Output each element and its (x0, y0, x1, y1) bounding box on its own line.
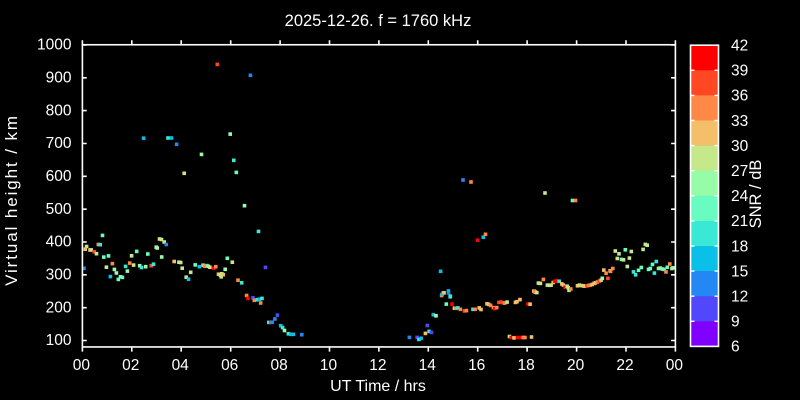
svg-text:12: 12 (731, 289, 748, 306)
svg-text:9: 9 (731, 314, 740, 331)
svg-text:20: 20 (567, 357, 585, 374)
svg-text:600: 600 (46, 168, 72, 185)
svg-text:700: 700 (46, 135, 72, 152)
svg-text:30: 30 (731, 138, 749, 155)
svg-text:100: 100 (46, 332, 72, 349)
svg-text:300: 300 (46, 267, 72, 284)
svg-text:42: 42 (731, 38, 748, 55)
svg-text:14: 14 (419, 357, 437, 374)
svg-text:27: 27 (731, 163, 748, 180)
svg-text:10: 10 (320, 357, 338, 374)
svg-text:00: 00 (666, 357, 684, 374)
svg-text:18: 18 (731, 238, 748, 255)
svg-text:00: 00 (73, 357, 91, 374)
svg-text:400: 400 (46, 234, 72, 251)
svg-text:36: 36 (731, 88, 748, 105)
svg-text:12: 12 (369, 357, 386, 374)
svg-text:16: 16 (468, 357, 485, 374)
svg-text:800: 800 (46, 102, 72, 119)
svg-text:SNR / dB: SNR / dB (747, 160, 765, 229)
svg-text:Virtual height / km: Virtual height / km (2, 114, 21, 286)
svg-text:02: 02 (122, 357, 139, 374)
svg-text:04: 04 (172, 357, 190, 374)
svg-text:2025-12-26. f = 1760 kHz: 2025-12-26. f = 1760 kHz (285, 12, 472, 30)
svg-text:06: 06 (221, 357, 238, 374)
svg-text:15: 15 (731, 263, 748, 280)
svg-text:500: 500 (46, 201, 72, 218)
svg-text:6: 6 (731, 339, 740, 356)
svg-text:UT Time / hrs: UT Time / hrs (330, 378, 426, 395)
svg-text:900: 900 (46, 70, 72, 87)
svg-text:22: 22 (616, 357, 633, 374)
svg-text:33: 33 (731, 113, 748, 130)
svg-text:39: 39 (731, 63, 748, 80)
svg-text:24: 24 (731, 188, 749, 205)
svg-text:18: 18 (517, 357, 534, 374)
svg-text:08: 08 (270, 357, 287, 374)
svg-text:1000: 1000 (37, 37, 72, 54)
svg-text:21: 21 (731, 213, 748, 230)
svg-text:200: 200 (46, 299, 72, 316)
